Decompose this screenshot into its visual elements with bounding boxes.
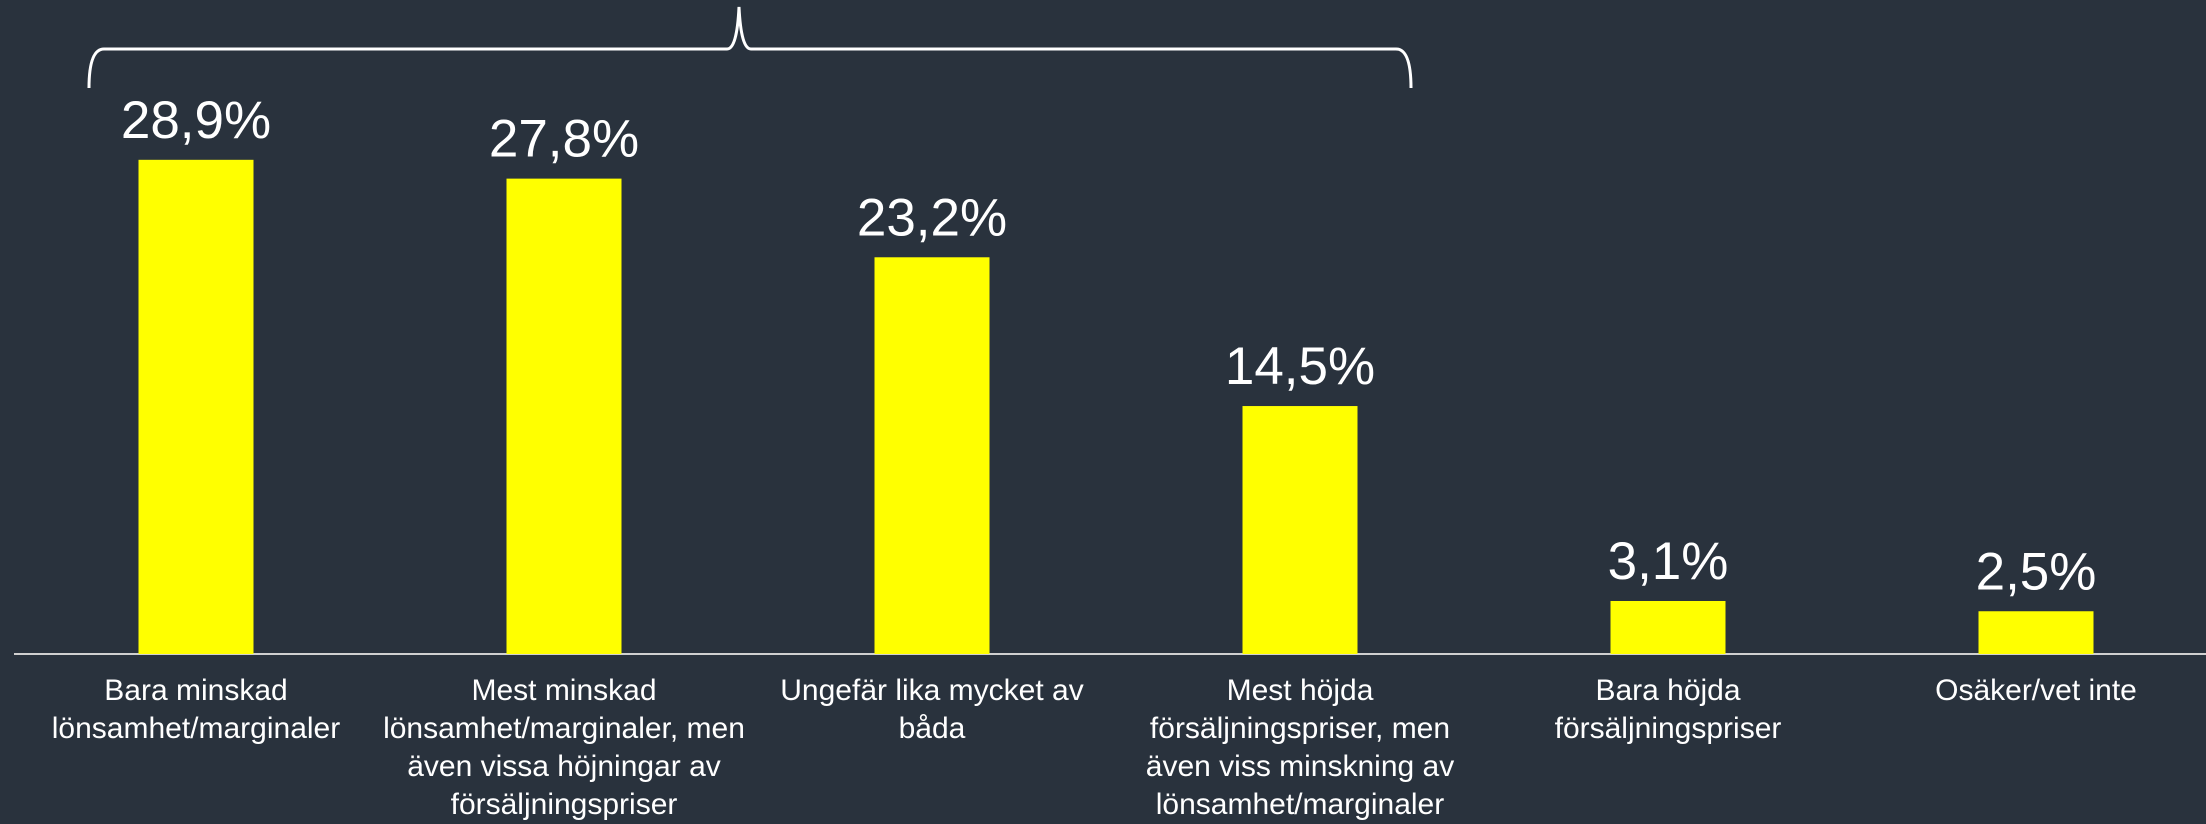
bar — [1978, 611, 2094, 654]
bar — [874, 257, 990, 654]
bar — [506, 178, 622, 654]
category-label: Osäker/vet inte — [1935, 674, 2137, 707]
value-label: 2,5% — [1976, 542, 2097, 601]
value-label: 27,8% — [489, 110, 639, 169]
value-label: 23,2% — [857, 188, 1007, 247]
category-label: Bara minskad lönsamhet/marginaler — [51, 674, 341, 745]
bar — [138, 159, 254, 654]
category-label: Mest minskad lönsamhet/marginaler, men ä… — [383, 674, 745, 821]
category-label: Bara höjda försäljningspriser — [1554, 674, 1782, 745]
bracket — [87, 6, 1413, 89]
category-label: Mest höjda försäljningspriser, men även … — [1145, 674, 1455, 821]
value-label: 28,9% — [121, 91, 271, 150]
bar — [1610, 600, 1726, 654]
value-label: 3,1% — [1608, 532, 1729, 591]
value-label: 14,5% — [1225, 337, 1375, 396]
bar — [1242, 406, 1358, 654]
category-label: Ungefär lika mycket av båda — [780, 674, 1084, 745]
